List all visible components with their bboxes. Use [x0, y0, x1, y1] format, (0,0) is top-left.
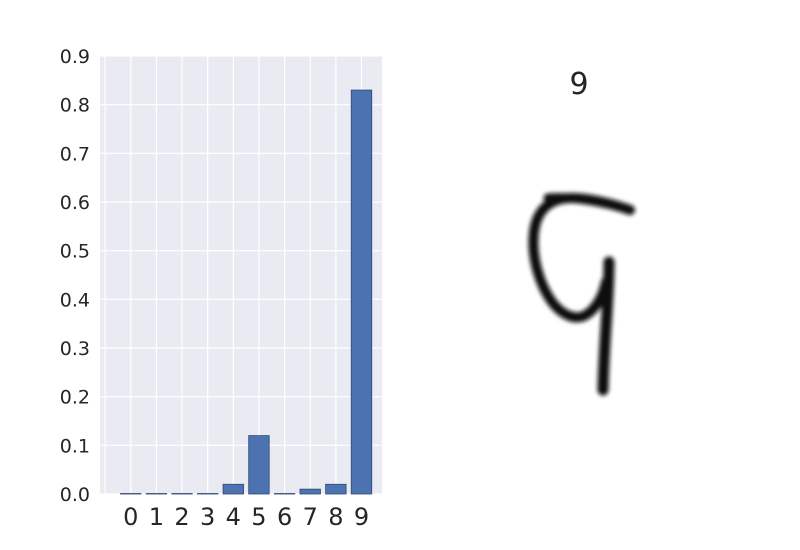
bar-7 — [299, 488, 321, 495]
grid-lines — [100, 55, 382, 495]
digit-stroke-loop — [528, 193, 635, 323]
y-tick-label: 0.2 — [60, 387, 90, 409]
digit-panel: 9 — [528, 67, 635, 396]
bar-8 — [325, 483, 347, 495]
bar-1 — [145, 493, 168, 495]
y-tick-label: 0.9 — [60, 46, 90, 68]
x-tick-label-3: 3 — [200, 503, 215, 531]
x-tick-label-4: 4 — [226, 503, 241, 531]
y-tick-label: 0.6 — [60, 192, 90, 214]
y-tick-label: 0.8 — [60, 95, 90, 117]
bar-3 — [197, 493, 219, 495]
x-tick-label-0: 0 — [123, 503, 138, 531]
bars — [120, 89, 373, 495]
y-tick-label: 0.5 — [60, 241, 90, 263]
y-tick-label: 0.3 — [60, 338, 90, 360]
digit-stroke-stem — [597, 256, 615, 396]
x-tick-label-8: 8 — [328, 503, 343, 531]
digit-title: 9 — [569, 67, 588, 102]
bar-2 — [171, 493, 193, 495]
bar-9 — [350, 89, 373, 495]
x-tick-label-7: 7 — [303, 503, 318, 531]
x-tick-label-1: 1 — [149, 503, 164, 531]
digit-stroke-top — [543, 193, 635, 215]
bar-6 — [273, 493, 296, 495]
bar-4 — [222, 483, 244, 495]
x-tick-label-2: 2 — [174, 503, 189, 531]
digit-image — [528, 193, 635, 396]
y-tick-label: 0.7 — [60, 143, 90, 165]
y-tick-labels: 0.0 0.1 0.2 0.3 0.4 0.5 0.6 0.7 0.8 0.9 — [60, 46, 90, 506]
y-tick-label: 0.0 — [60, 484, 90, 506]
y-tick-label: 0.1 — [60, 435, 90, 457]
bar-0 — [120, 493, 142, 495]
x-tick-label-6: 6 — [277, 503, 292, 531]
y-tick-label: 0.4 — [60, 289, 90, 311]
plot-background — [100, 56, 382, 494]
x-tick-label-5: 5 — [251, 503, 266, 531]
bar-5 — [248, 435, 270, 495]
x-tick-label-9: 9 — [354, 503, 369, 531]
